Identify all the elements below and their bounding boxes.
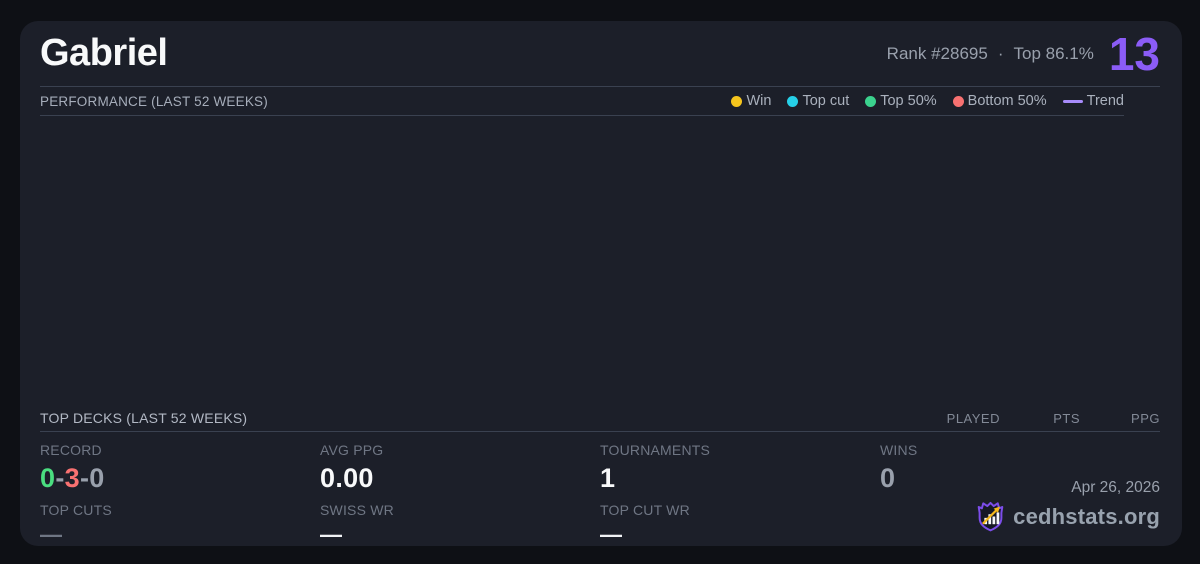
stat-avg-ppg: AVG PPG 0.00 SWISS WR — (320, 442, 600, 546)
big-number-badge: 13 (1108, 27, 1160, 80)
legend-label: Win (746, 93, 772, 109)
stat-value-tournaments: 1 (600, 463, 616, 493)
legend-label: Top 50% (880, 93, 937, 109)
header-right: Rank #28695 · Top 86.1% 13 (887, 31, 1160, 77)
legend-item-trend: Trend (1062, 93, 1124, 109)
performance-title: PERFORMANCE (LAST 52 WEEKS) (40, 93, 268, 109)
record-losses: 3 (64, 463, 80, 493)
stat-value-top-cuts: — (40, 522, 62, 547)
stat-value-top-cut-wr: — (600, 522, 622, 547)
performance-header: PERFORMANCE (LAST 52 WEEKS) Win Top cut … (40, 87, 1124, 116)
stats-grid: RECORD 0-3-0 TOP CUTS — AVG PPG 0.00 SWI… (40, 432, 1160, 546)
card-header: Gabriel Rank #28695 · Top 86.1% 13 (40, 21, 1160, 87)
legend-label: Trend (1086, 93, 1124, 109)
stat-value-swiss-wr: — (320, 522, 342, 547)
bottom-50-dot-icon (952, 95, 964, 107)
column-header-ppg: PPG (1131, 410, 1160, 426)
stat-value-avg-ppg: 0.00 (320, 463, 374, 493)
legend-item-top-cut: Top cut (787, 93, 849, 109)
stat-label-swiss-wr: SWISS WR (320, 502, 394, 518)
legend-label: Bottom 50% (967, 93, 1047, 109)
top-50-dot-icon (865, 95, 877, 107)
card-footer: Apr 26, 2026 cedhstats.org (976, 479, 1160, 532)
record-separator: - (79, 463, 90, 493)
column-header-pts: PTS (1053, 410, 1080, 426)
player-stats-card: Gabriel Rank #28695 · Top 86.1% 13 PERFO… (20, 21, 1182, 546)
percentile-text: Top 86.1% (1013, 43, 1094, 63)
column-header-played: PLAYED (946, 410, 1000, 426)
stat-value-wins: 0 (880, 463, 896, 493)
top-decks-title: TOP DECKS (LAST 52 WEEKS) (40, 410, 248, 426)
stat-label-avg-ppg: AVG PPG (320, 442, 384, 458)
legend-item-top-50: Top 50% (865, 93, 937, 109)
legend-label: Top cut (802, 93, 850, 109)
brand-text: cedhstats.org (1013, 503, 1160, 529)
legend-item-bottom-50: Bottom 50% (952, 93, 1047, 109)
win-dot-icon (731, 95, 743, 107)
rank-separator: · (997, 43, 1004, 63)
rank-text: Rank #28695 (886, 43, 988, 63)
brand-link[interactable]: cedhstats.org (976, 501, 1160, 532)
record-separator: - (55, 463, 65, 493)
date-text: Apr 26, 2026 (1071, 479, 1160, 496)
record-wins: 0 (40, 463, 56, 493)
rank-line: Rank #28695 · Top 86.1% (887, 44, 1094, 64)
player-name: Gabriel (40, 32, 168, 74)
top-cut-dot-icon (787, 95, 799, 107)
stat-label-top-cut-wr: TOP CUT WR (600, 502, 690, 518)
trend-line-icon (1062, 99, 1083, 103)
top-decks-columns: PLAYED PTS PPG (920, 411, 1160, 426)
stat-record: RECORD 0-3-0 TOP CUTS — (40, 442, 320, 546)
stat-wins: WINS 0 (880, 442, 1160, 546)
top-decks-header: TOP DECKS (LAST 52 WEEKS) PLAYED PTS PPG (40, 405, 1160, 432)
chart-legend: Win Top cut Top 50% Bottom 50% Trend (731, 93, 1124, 109)
stat-label-tournaments: TOURNAMENTS (600, 442, 711, 458)
stat-label-top-cuts: TOP CUTS (40, 502, 112, 518)
legend-item-win: Win (731, 93, 771, 109)
performance-chart-plot-area (40, 116, 1160, 405)
stat-label-record: RECORD (40, 442, 102, 458)
stat-tournaments: TOURNAMENTS 1 TOP CUT WR — (600, 442, 880, 546)
stat-value-record: 0-3-0 (40, 465, 320, 492)
record-draws: 0 (89, 463, 105, 493)
stat-label-wins: WINS (880, 442, 918, 458)
cedhstats-shield-logo-icon (977, 501, 1004, 532)
